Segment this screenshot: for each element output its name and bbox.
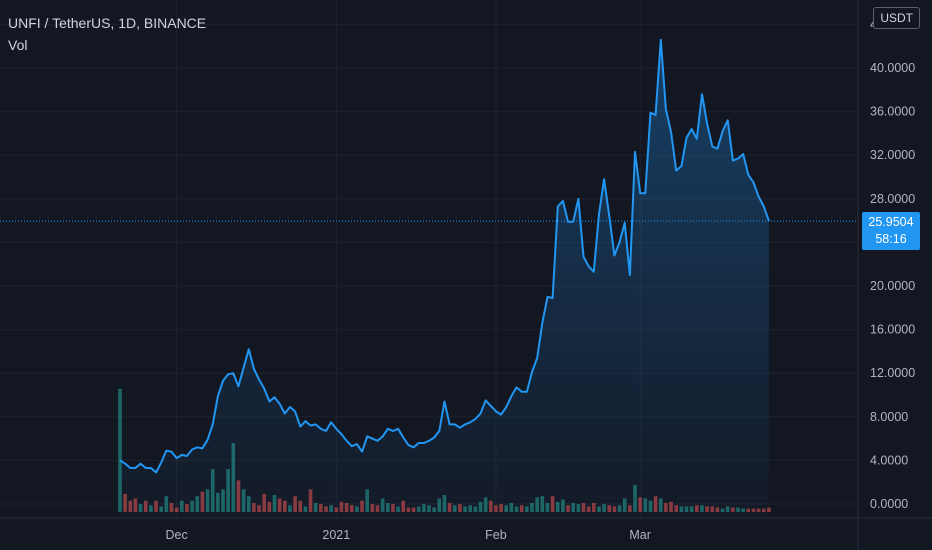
x-tick-label: Dec [166,528,188,542]
price-axis[interactable]: 0.0000 4.0000 8.0000 12.0000 16.0000 20.0000 2… [857,0,915,550]
current-price-tag: 25.9504 58:16 [862,212,920,251]
chart-legend: UNFI / TetherUS, 1D, BINANCE Vol [8,12,206,56]
y-tick-label: 32.0000 [870,148,915,162]
bar-countdown: 58:16 [875,232,907,247]
x-tick-label: Mar [629,528,651,542]
y-tick-label: 0.0000 [870,497,908,511]
x-tick-label: Feb [485,528,507,542]
y-tick-label: 16.0000 [870,323,915,337]
volume-bar [118,388,122,512]
y-tick-label: 40.0000 [870,61,915,75]
price-line [119,38,770,474]
y-tick-label: 4.0000 [870,453,908,467]
y-tick-label: 28.0000 [870,192,915,206]
symbol-title[interactable]: UNFI / TetherUS, 1D, BINANCE [8,15,207,31]
current-price-label: 25.9504 [868,215,914,230]
x-tick-label: 2021 [322,528,350,542]
y-tick-label: 8.0000 [870,410,908,424]
price-area [120,39,769,518]
y-tick-label: 20.0000 [870,279,915,293]
volume-indicator-label[interactable]: Vol [8,37,28,53]
y-tick-label: 36.0000 [870,105,915,119]
time-axis[interactable]: Dec 2021 Feb Mar [0,517,932,542]
currency-badge[interactable]: USDT [873,7,920,29]
y-tick-label: 12.0000 [870,366,915,380]
